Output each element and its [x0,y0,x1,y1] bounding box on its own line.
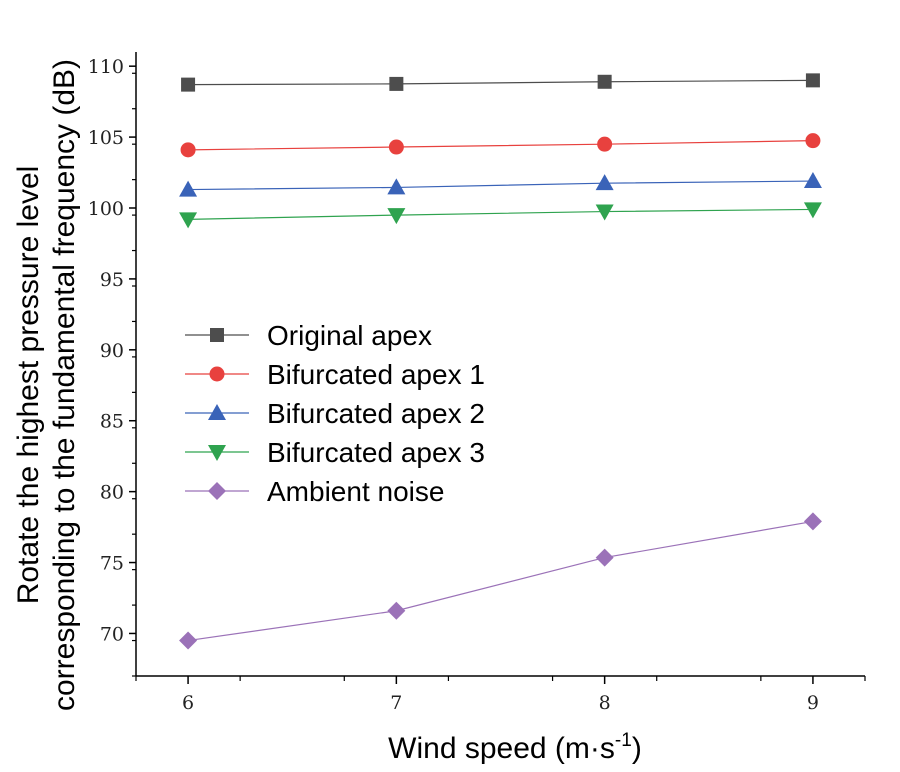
y-tick-label: 100 [88,198,124,220]
y-axis-title-line1: Rotate the highest pressure level [12,166,45,605]
legend-marker [210,328,224,342]
legend-item: Bifurcated apex 2 [185,398,485,429]
legend-item: Bifurcated apex 1 [185,359,485,390]
legend-item: Original apex [185,320,432,351]
x-axis-ticks: 6 7 8 9 [135,676,866,714]
y-axis-ticks: 70 75 80 85 90 95 100 105 110 [88,56,136,677]
y-tick-label: 110 [88,56,124,78]
x-tick-label: 8 [599,692,611,714]
data-point [805,133,821,149]
series-4 [179,202,822,229]
data-point [389,76,404,91]
data-point [388,139,404,155]
data-point [179,180,198,197]
legend-marker [208,482,226,500]
legend-marker [208,404,226,420]
series-3 [179,172,822,197]
x-tick-label: 6 [182,692,194,714]
y-tick-label: 105 [88,127,124,149]
x-tick-label: 9 [807,692,819,714]
series-line [188,140,813,151]
data-point [387,601,406,620]
legend-label: Bifurcated apex 2 [267,398,485,429]
y-tick-label: 80 [100,482,124,504]
y-tick-label: 95 [100,269,124,291]
y-tick-label: 75 [100,553,124,575]
data-point [803,172,822,189]
x-axis-title: Wind speed (m·s-1) [388,730,642,765]
legend-label: Bifurcated apex 1 [267,359,485,390]
y-tick-label: 85 [100,411,124,433]
plot-frame [135,52,865,677]
data-point [803,202,822,219]
y-axis-title-line2: corresponding to the fundamental frequen… [48,59,81,711]
series-layer [179,73,822,650]
legend-marker [209,366,225,382]
data-point [803,512,822,531]
data-point [597,74,612,89]
y-tick-label: 90 [100,340,124,362]
x-tick-label: 7 [390,692,402,714]
data-point [805,73,820,88]
data-point [179,631,198,650]
legend: Original apex Bifurcated apex 1 Bifurcated… [185,320,485,507]
data-point [597,136,613,152]
data-point [387,178,406,195]
legend-label: Original apex [267,320,432,351]
legend-label: Ambient noise [267,476,444,507]
series-5 [179,512,822,650]
series-line [188,79,813,86]
data-point [595,548,614,567]
data-point [595,174,614,191]
y-tick-label: 70 [100,623,124,645]
legend-marker [208,445,226,461]
data-point [387,208,406,225]
series-line [188,208,813,220]
legend-item: Ambient noise [185,476,444,507]
series-line [187,520,814,642]
series-2 [180,133,821,158]
series-1 [181,73,820,92]
series-line [188,180,813,191]
data-point [179,212,198,229]
data-point [180,142,196,158]
data-point [595,204,614,221]
legend-item: Bifurcated apex 3 [185,437,485,468]
data-point [181,77,196,92]
legend-label: Bifurcated apex 3 [267,437,485,468]
